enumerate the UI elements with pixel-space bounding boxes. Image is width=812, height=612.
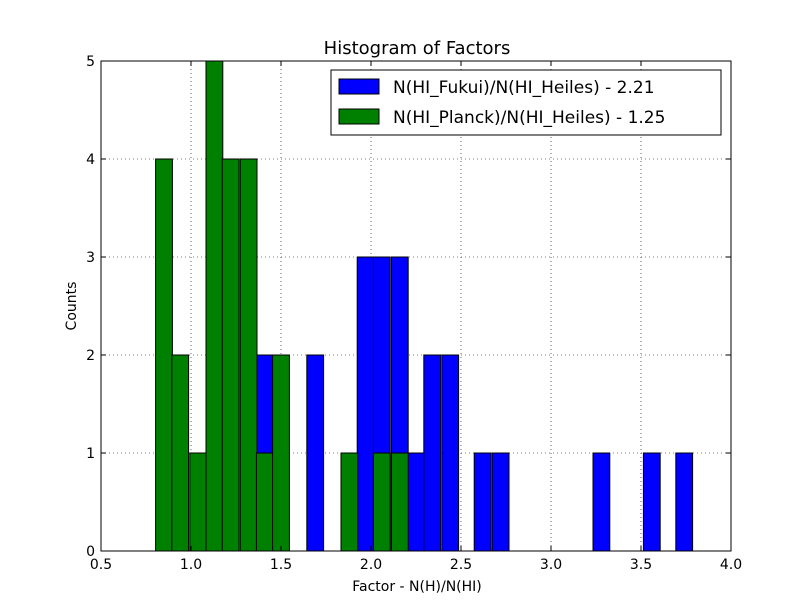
bar-planck	[255, 452, 274, 552]
bar-fukui	[356, 256, 375, 552]
bar-planck	[372, 452, 391, 552]
bar-fukui	[675, 452, 694, 552]
x-tick-label: 3.5	[630, 557, 652, 573]
bar-planck	[340, 452, 359, 552]
bar-planck	[390, 452, 409, 552]
bar-planck	[189, 452, 208, 552]
bar-fukui	[441, 354, 460, 552]
legend-label-fukui: N(HI_Fukui)/N(HI_Heiles) - 2.21	[393, 78, 655, 98]
tick-labels: 0.5 1.0 1.5 2.0 2.5 3.0 3.5 4.0 0 1 2 3 4 5	[86, 54, 742, 573]
chart-title: Histogram of Factors	[324, 38, 511, 59]
legend-swatch-planck	[338, 108, 380, 125]
legend-box	[330, 69, 722, 136]
bar-planck	[239, 158, 258, 552]
x-tick-label: 0.5	[90, 557, 112, 573]
bar-fukui	[407, 452, 425, 552]
bar-planck	[205, 60, 224, 552]
x-axis-label: Factor - N(H)/N(HI)	[352, 579, 482, 595]
bar-fukui	[642, 452, 661, 552]
legend-label-planck: N(HI_Planck)/N(HI_Heiles) - 1.25	[393, 108, 665, 128]
bar-planck	[155, 158, 173, 552]
legend-swatch-fukui	[338, 78, 380, 95]
y-tick-label: 4	[86, 152, 95, 168]
bar-planck	[272, 354, 290, 552]
x-tick-label: 1.5	[270, 557, 292, 573]
axis-ticks	[100, 60, 732, 552]
y-tick-label: 0	[86, 544, 95, 560]
x-tick-label: 3.0	[540, 557, 562, 573]
y-tick-label: 2	[86, 348, 95, 364]
series-planck-bars	[155, 60, 409, 552]
x-tick-label: 2.5	[450, 557, 472, 573]
x-tick-label: 2.0	[360, 557, 382, 573]
bar-fukui	[423, 354, 442, 552]
y-axis-label: Counts	[64, 282, 80, 331]
legend: N(HI_Fukui)/N(HI_Heiles) - 2.21 N(HI_Pla…	[330, 69, 722, 136]
bar-fukui	[473, 452, 492, 552]
y-tick-label: 5	[86, 54, 95, 70]
y-tick-label: 1	[86, 446, 95, 462]
bar-fukui	[491, 452, 510, 552]
y-tick-label: 3	[86, 250, 95, 266]
bar-planck	[221, 158, 240, 552]
bar-planck	[171, 354, 190, 552]
bar-fukui	[592, 452, 611, 552]
x-tick-label: 4.0	[720, 557, 742, 573]
x-tick-label: 1.0	[180, 557, 202, 573]
plot-frame	[100, 60, 732, 552]
bar-fukui	[306, 354, 325, 552]
